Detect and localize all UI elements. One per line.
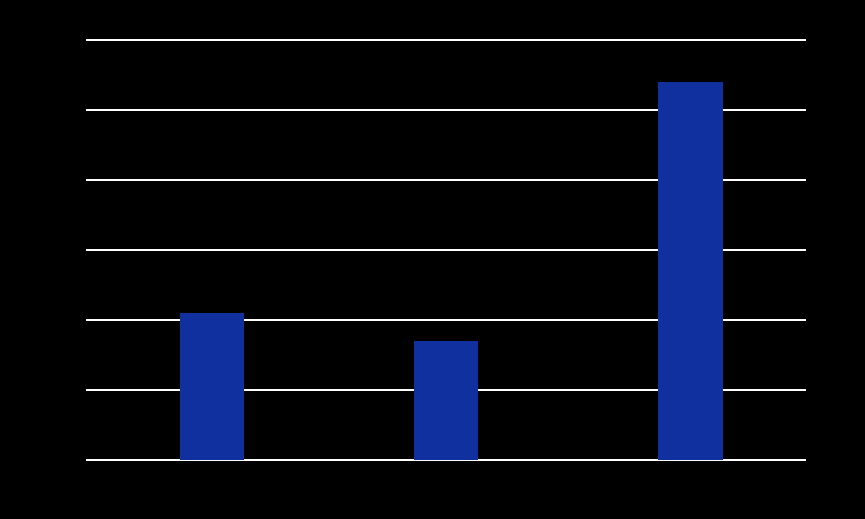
bar-chart: 1.7 5.4 — [0, 0, 865, 519]
plot-area: 1.7 5.4 — [86, 40, 806, 460]
bar — [658, 82, 723, 460]
bar — [414, 341, 479, 460]
bar-value-label: 1.7 — [438, 325, 453, 337]
bar — [180, 313, 245, 460]
gridline — [86, 39, 806, 41]
bar-value-label: 5.4 — [683, 66, 698, 78]
